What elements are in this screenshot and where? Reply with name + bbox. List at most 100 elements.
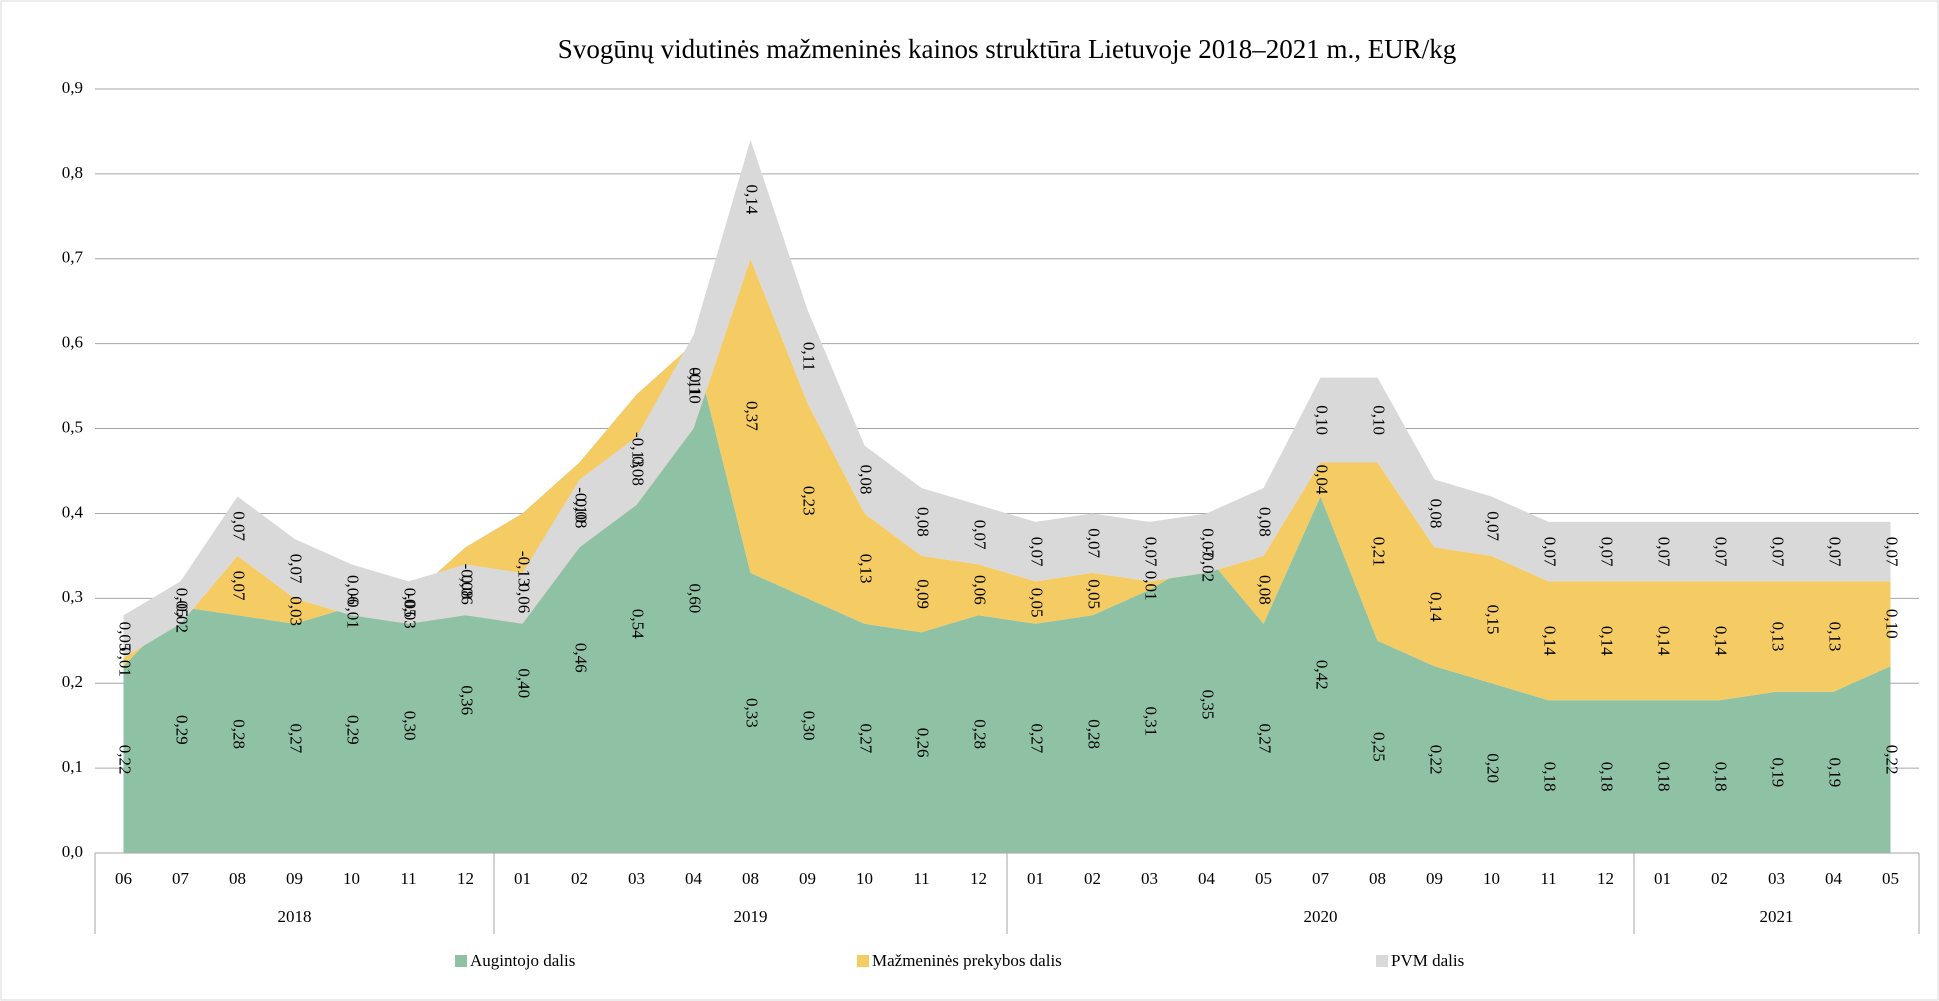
x-tick-label: 01 xyxy=(1654,869,1671,888)
data-label: 0,11 xyxy=(686,367,705,396)
data-label: 0,07 xyxy=(230,511,249,541)
data-label: 0,14 xyxy=(1712,626,1731,656)
x-tick-label: 10 xyxy=(856,869,873,888)
x-tick-label: 01 xyxy=(514,869,531,888)
data-label: 0,07 xyxy=(1199,528,1218,558)
data-label: -0,08 xyxy=(458,564,477,599)
data-label: 0,07 xyxy=(1712,537,1731,567)
x-tick-label: 08 xyxy=(229,869,246,888)
x-tick-label: 08 xyxy=(742,869,759,888)
data-label: 0,30 xyxy=(800,711,819,741)
data-label: 0,07 xyxy=(1028,537,1047,567)
data-label: 0,22 xyxy=(1427,745,1446,775)
y-tick-label: 0,4 xyxy=(62,502,84,521)
x-tick-label: 08 xyxy=(1369,869,1386,888)
data-label: 0,28 xyxy=(1085,719,1104,749)
data-label: 0,05 xyxy=(116,622,135,652)
area xyxy=(123,139,1891,658)
data-label: 0,18 xyxy=(1598,762,1617,792)
x-tick-label: 04 xyxy=(1825,869,1843,888)
data-label: 0,06 xyxy=(971,575,990,605)
data-label: 0,07 xyxy=(1883,537,1902,567)
x-tick-label: 03 xyxy=(628,869,645,888)
data-label: 0,18 xyxy=(1712,762,1731,792)
x-tick-label: 09 xyxy=(286,869,303,888)
data-label: 0,07 xyxy=(1655,537,1674,567)
data-label: 0,37 xyxy=(743,401,762,431)
data-label: 0,13 xyxy=(1769,622,1788,652)
x-tick-label: 04 xyxy=(685,869,703,888)
data-label: 0,03 xyxy=(287,596,306,626)
data-label: 0,13 xyxy=(1826,622,1845,652)
x-tick-label: 09 xyxy=(799,869,816,888)
data-label: 0,05 xyxy=(173,588,192,618)
data-label: 0,25 xyxy=(1370,732,1389,762)
legend-label: Augintojo dalis xyxy=(470,951,575,970)
data-label: 0,05 xyxy=(1085,579,1104,609)
x-tick-label: 12 xyxy=(970,869,987,888)
data-label: 0,07 xyxy=(287,554,306,584)
y-tick-label: 0,0 xyxy=(62,842,83,861)
y-tick-label: 0,5 xyxy=(62,417,83,436)
data-label: 0,14 xyxy=(1427,592,1446,622)
x-tick-label: 02 xyxy=(1084,869,1101,888)
x-tick-label: 10 xyxy=(1483,869,1500,888)
data-label: 0,07 xyxy=(1085,528,1104,558)
chart-title: Svogūnų vidutinės mažmeninės kainos stru… xyxy=(558,34,1456,64)
data-label: 0,22 xyxy=(116,745,135,775)
y-tick-label: 0,3 xyxy=(62,587,83,606)
x-tick-label: 11 xyxy=(913,869,929,888)
y-tick-label: 0,2 xyxy=(62,672,83,691)
data-label: 0,07 xyxy=(1142,537,1161,567)
data-label: 0,26 xyxy=(914,728,933,758)
data-label: 0,05 xyxy=(401,588,420,618)
x-tick-label: 05 xyxy=(1882,869,1899,888)
data-label: -0,13 xyxy=(629,432,648,467)
x-tick-label: 09 xyxy=(1426,869,1443,888)
x-group-label: 2019 xyxy=(734,907,768,926)
data-label: 0,13 xyxy=(857,554,876,584)
data-label: 0,10 xyxy=(1313,405,1332,435)
data-label: 0,09 xyxy=(914,579,933,609)
data-label: 0,08 xyxy=(857,465,876,495)
x-tick-label: 03 xyxy=(1141,869,1158,888)
data-label: 0,42 xyxy=(1313,660,1332,690)
data-label: 0,07 xyxy=(1826,537,1845,567)
data-label: 0,20 xyxy=(1484,753,1503,783)
data-label: -0,03 xyxy=(401,593,420,628)
legend-swatch xyxy=(857,955,869,967)
data-label: 0,07 xyxy=(230,571,249,601)
y-tick-label: 0,1 xyxy=(62,757,83,776)
data-label: 0,01 xyxy=(1142,571,1161,601)
data-label: 0,11 xyxy=(800,342,819,371)
data-label: 0,18 xyxy=(1541,762,1560,792)
data-label: 0,36 xyxy=(458,685,477,715)
legend-swatch xyxy=(455,955,467,967)
x-tick-label: 11 xyxy=(400,869,416,888)
data-label: 0,27 xyxy=(287,724,306,754)
data-label: 0,04 xyxy=(1313,465,1332,495)
legend-swatch xyxy=(1376,955,1388,967)
data-label: 0,19 xyxy=(1769,757,1788,787)
x-tick-label: 07 xyxy=(1312,869,1330,888)
data-label: 0,14 xyxy=(743,184,762,214)
data-label: 0,15 xyxy=(1484,605,1503,635)
data-label: 0,07 xyxy=(1541,537,1560,567)
data-label: 0,14 xyxy=(1655,626,1674,656)
data-label: 0,05 xyxy=(1028,588,1047,618)
area xyxy=(123,258,1891,701)
data-label: 0,29 xyxy=(344,715,363,745)
data-label: 0,54 xyxy=(629,609,648,639)
data-label: 0,08 xyxy=(914,507,933,537)
x-tick-label: 02 xyxy=(571,869,588,888)
x-tick-label: 12 xyxy=(457,869,474,888)
data-label: 0,08 xyxy=(629,456,648,486)
data-label: 0,08 xyxy=(1427,499,1446,529)
x-tick-label: 04 xyxy=(1198,869,1216,888)
x-tick-label: 07 xyxy=(172,869,190,888)
data-label: 0,27 xyxy=(1028,724,1047,754)
data-label: 0,27 xyxy=(857,724,876,754)
data-label: 0,35 xyxy=(1199,690,1218,720)
data-label: 0,10 xyxy=(1883,609,1902,639)
